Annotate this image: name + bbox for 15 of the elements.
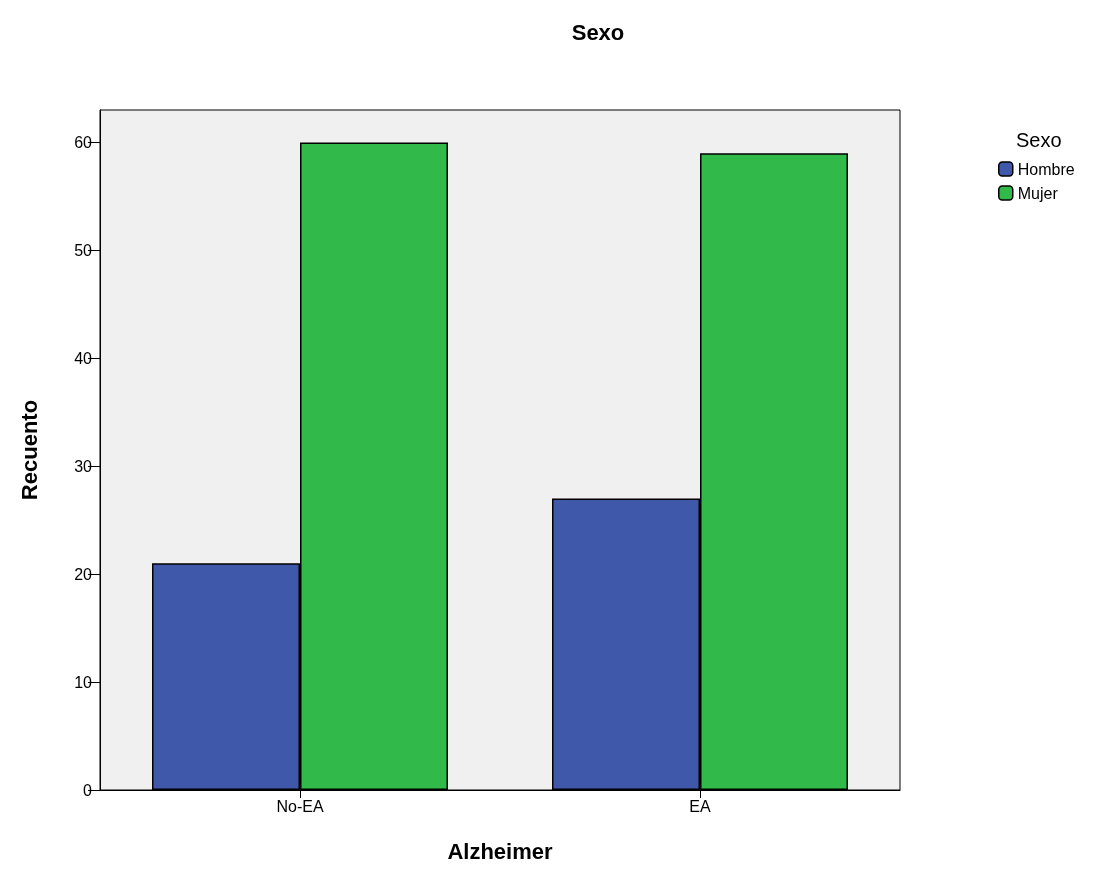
legend-title: Sexo: [1016, 129, 1062, 151]
y-tick-label: 60: [74, 133, 93, 151]
legend-label: Hombre: [1017, 160, 1075, 178]
chart-title: Sexo: [571, 19, 625, 45]
y-tick-label: 40: [74, 349, 93, 367]
x-tick-label: EA: [689, 797, 711, 815]
y-tick-label: 20: [74, 565, 93, 583]
y-tick-label: 10: [74, 673, 93, 691]
y-tick-label: 50: [74, 241, 93, 259]
y-tick-label: 30: [74, 457, 93, 475]
x-tick-label: No-EA: [276, 797, 324, 815]
y-tick-label: 0: [83, 781, 93, 799]
legend-label: Mujer: [1017, 184, 1059, 202]
y-axis-title: Recuento: [16, 399, 42, 501]
x-axis-title: Alzheimer: [447, 838, 553, 864]
